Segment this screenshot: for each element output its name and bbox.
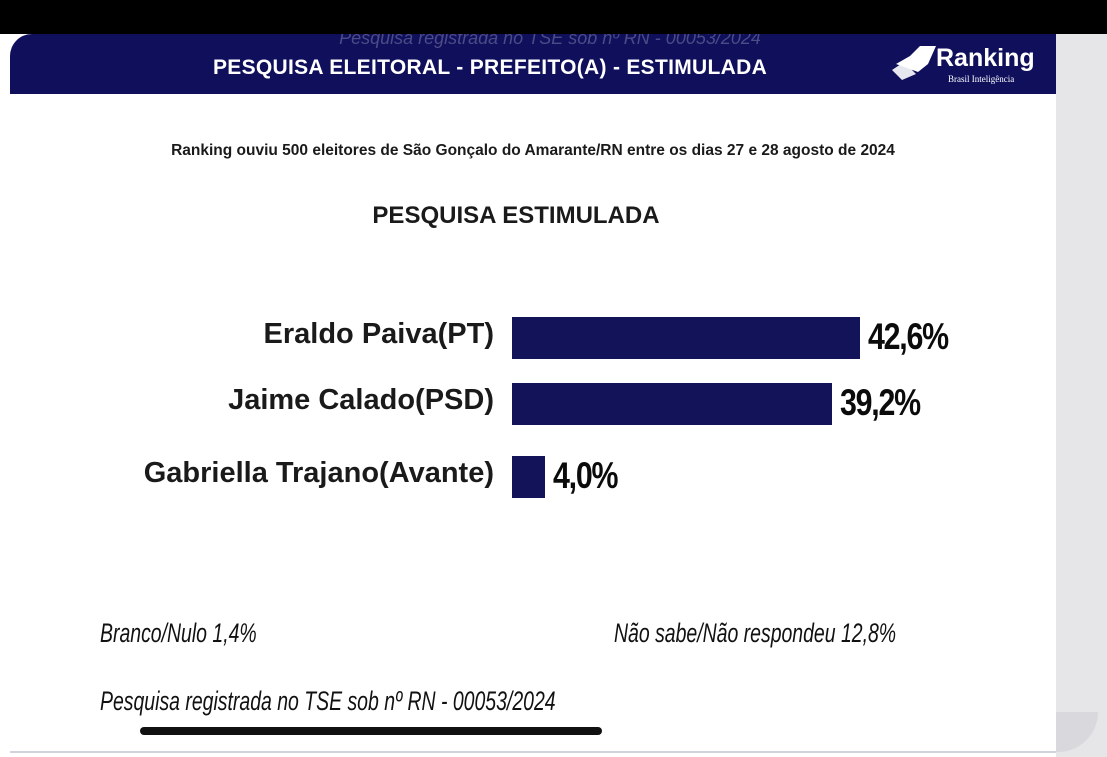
header-title: PESQUISA ELEITORAL - PREFEITO(A) - ESTIM… [212, 56, 768, 79]
logo-tagline: Brasil Inteligência [948, 74, 1015, 84]
brand-logo: Ranking Brasil Inteligência [888, 42, 1048, 86]
tse-registration-note: Pesquisa registrada no TSE sob nº RN - 0… [100, 686, 556, 716]
category-label: Eraldo Paiva(PT) [263, 318, 494, 350]
background-edge [1056, 34, 1107, 757]
bar [512, 456, 545, 498]
bar [512, 317, 861, 359]
bar [512, 383, 833, 425]
scroll-indicator [140, 727, 602, 735]
top-bar [0, 0, 1107, 34]
header-bar: Pesquisa registrada no TSE sob nº RN - 0… [10, 34, 1056, 94]
value-label: 39,2% [840, 382, 921, 423]
category-label: Gabriella Trajano(Avante) [143, 457, 494, 489]
logo-name: Ranking [936, 44, 1035, 72]
ranking-logo-icon [892, 46, 936, 80]
header-ghost-text: Pesquisa registrada no TSE sob nº RN - 0… [339, 34, 761, 48]
chart-title: PESQUISA ESTIMULADA [372, 202, 660, 229]
value-label: 4,0% [552, 455, 618, 496]
poll-card: Pesquisa registrada no TSE sob nº RN - 0… [10, 34, 1056, 753]
value-label: 42,6% [868, 316, 949, 357]
bar-chart: Eraldo Paiva(PT) 42,6% Jaime Calado(PSD) 39… [10, 34, 1056, 751]
branco-nulo-note: Branco/Nulo 1,4% [100, 618, 257, 648]
poll-description: Ranking ouviu 500 eleitores de São Gonça… [171, 142, 895, 159]
nao-sabe-note: Não sabe/Não respondeu 12,8% [614, 618, 897, 648]
category-label: Jaime Calado(PSD) [228, 384, 494, 416]
